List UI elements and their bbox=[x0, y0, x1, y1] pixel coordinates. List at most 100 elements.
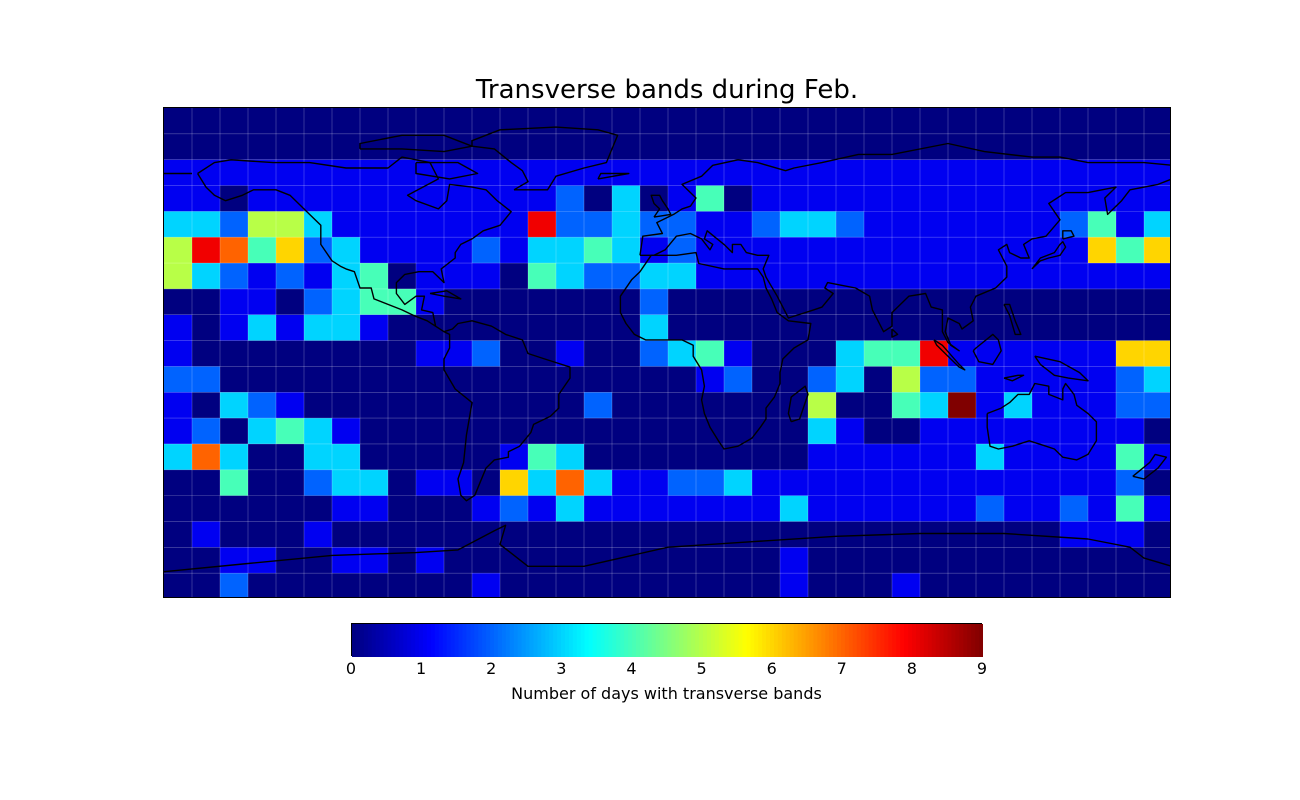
heatmap-cell bbox=[864, 392, 893, 419]
heatmap-cell bbox=[696, 185, 725, 212]
heatmap-cell bbox=[948, 263, 977, 290]
heatmap-cell bbox=[668, 185, 697, 212]
heatmap-cell bbox=[388, 573, 417, 597]
heatmap-cell bbox=[612, 340, 641, 368]
heatmap-cell bbox=[640, 288, 669, 316]
colorbar-segment bbox=[596, 624, 602, 657]
heatmap-cell bbox=[360, 108, 389, 135]
heatmap-cell bbox=[556, 418, 585, 445]
colorbar-segment bbox=[848, 624, 854, 657]
heatmap-cell bbox=[332, 288, 361, 316]
heatmap-cell bbox=[640, 340, 669, 368]
heatmap-cell bbox=[332, 133, 361, 161]
colorbar-segment bbox=[726, 624, 732, 657]
heatmap-cell bbox=[556, 185, 585, 212]
colorbar-segment bbox=[462, 624, 467, 657]
heatmap-cell bbox=[388, 547, 417, 574]
heatmap-cell bbox=[1004, 573, 1033, 597]
heatmap-cell bbox=[1144, 418, 1170, 445]
heatmap-cell bbox=[780, 521, 809, 548]
heatmap-cell bbox=[472, 392, 501, 419]
colorbar-tick-label: 3 bbox=[556, 659, 567, 678]
heatmap-cell bbox=[528, 495, 557, 523]
heatmap-cell bbox=[164, 314, 193, 342]
heatmap-cell bbox=[528, 340, 557, 368]
heatmap-cell bbox=[472, 263, 501, 290]
heatmap-cell bbox=[808, 573, 837, 597]
heatmap-cell bbox=[864, 469, 893, 497]
colorbar-segment bbox=[789, 624, 795, 657]
heatmap-cell bbox=[668, 133, 697, 161]
colorbar-segment bbox=[426, 624, 432, 657]
heatmap-cell bbox=[472, 443, 501, 471]
colorbar-segment bbox=[923, 624, 929, 657]
heatmap-cell bbox=[360, 495, 389, 523]
heatmap-cell bbox=[724, 263, 753, 290]
heatmap-cell bbox=[1116, 288, 1145, 316]
heatmap-cell bbox=[836, 366, 865, 393]
heatmap-cell bbox=[388, 159, 417, 187]
coastline bbox=[639, 142, 1170, 256]
colorbar-segment bbox=[943, 624, 949, 657]
heatmap-cell bbox=[724, 495, 753, 523]
heatmap-cell bbox=[892, 185, 921, 212]
heatmap-cell bbox=[360, 573, 389, 597]
heatmap-cell bbox=[164, 133, 193, 161]
heatmap-cell bbox=[892, 211, 921, 238]
heatmap-cell bbox=[864, 314, 893, 342]
heatmap-cell bbox=[164, 237, 193, 264]
heatmap-cell bbox=[836, 314, 865, 342]
heatmap-cell bbox=[948, 547, 977, 574]
heatmap-cell bbox=[192, 418, 221, 445]
heatmap-cell bbox=[556, 469, 585, 497]
heatmap-cell bbox=[808, 392, 837, 419]
colorbar-segment bbox=[762, 624, 767, 657]
heatmap-cell bbox=[444, 340, 473, 368]
colorbar-segment bbox=[628, 624, 633, 657]
colorbar-segment bbox=[947, 624, 953, 657]
heatmap-cell bbox=[1116, 521, 1145, 548]
heatmap-cell bbox=[1144, 392, 1170, 419]
heatmap-cell bbox=[920, 288, 949, 316]
colorbar-segment bbox=[912, 624, 917, 657]
heatmap-cell bbox=[556, 392, 585, 419]
heatmap-cell bbox=[640, 547, 669, 574]
heatmap-cell bbox=[556, 495, 585, 523]
heatmap-cell bbox=[304, 469, 333, 497]
colorbar-segment bbox=[880, 624, 885, 657]
heatmap-cell bbox=[472, 573, 501, 597]
heatmap-cell bbox=[444, 521, 473, 548]
heatmap-cell bbox=[976, 418, 1005, 445]
heatmap-cell bbox=[192, 237, 221, 264]
heatmap-cell bbox=[584, 443, 613, 471]
heatmap-cell bbox=[1116, 573, 1145, 597]
heatmap-cell bbox=[1144, 314, 1170, 342]
colorbar-segment bbox=[785, 624, 791, 657]
colorbar-segment bbox=[643, 624, 649, 657]
colorbar-segment bbox=[363, 624, 369, 657]
heatmap-cell bbox=[332, 418, 361, 445]
heatmap-cell bbox=[1032, 133, 1061, 161]
heatmap-cell bbox=[276, 159, 305, 187]
heatmap-cell bbox=[892, 237, 921, 264]
colorbar-tick-label: 6 bbox=[766, 659, 777, 678]
heatmap-cell bbox=[864, 366, 893, 393]
heatmap-cell bbox=[864, 185, 893, 212]
coastline bbox=[471, 126, 619, 191]
heatmap-cell bbox=[640, 263, 669, 290]
heatmap-cell bbox=[1032, 288, 1061, 316]
heatmap-cell bbox=[640, 366, 669, 393]
colorbar-segment bbox=[963, 624, 968, 657]
heatmap-cell bbox=[1144, 237, 1170, 264]
heatmap-cell bbox=[584, 314, 613, 342]
heatmap-cell bbox=[360, 288, 389, 316]
heatmap-cell bbox=[360, 237, 389, 264]
heatmap-cell bbox=[556, 573, 585, 597]
heatmap-cell bbox=[1088, 469, 1117, 497]
coastline bbox=[933, 339, 966, 371]
heatmap-cell bbox=[1032, 418, 1061, 445]
heatmap-cell bbox=[808, 418, 837, 445]
heatmap-cell bbox=[724, 340, 753, 368]
heatmap-cell bbox=[612, 263, 641, 290]
heatmap-cell bbox=[500, 108, 529, 135]
